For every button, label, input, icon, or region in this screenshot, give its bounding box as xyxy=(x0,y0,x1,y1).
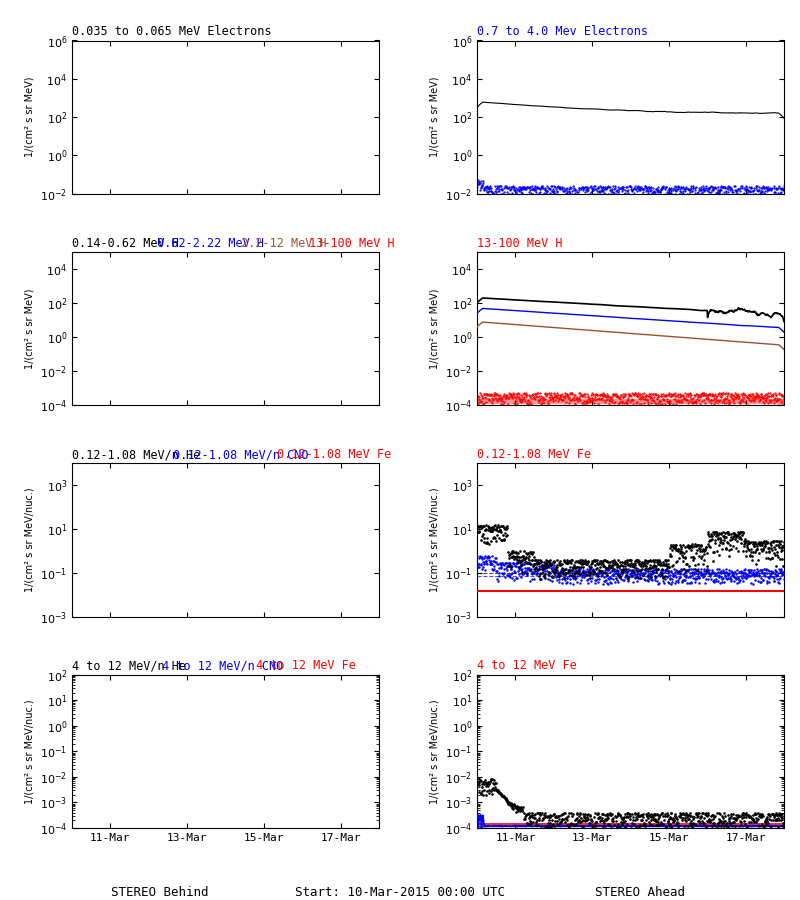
Y-axis label: 1/(cm² s sr MeV/nuc.): 1/(cm² s sr MeV/nuc.) xyxy=(25,488,34,592)
Y-axis label: 1/(cm² s sr MeV): 1/(cm² s sr MeV) xyxy=(25,76,34,158)
Text: 4 to 12 MeV Fe: 4 to 12 MeV Fe xyxy=(250,660,356,672)
Text: STEREO Ahead: STEREO Ahead xyxy=(595,886,685,898)
Text: 13-100 MeV H: 13-100 MeV H xyxy=(302,237,394,249)
Y-axis label: 1/(cm² s sr MeV/nuc.): 1/(cm² s sr MeV/nuc.) xyxy=(24,699,34,804)
Text: 4 to 12 MeV/n He: 4 to 12 MeV/n He xyxy=(72,660,186,672)
Y-axis label: 1/(cm² s sr MeV/nuc.): 1/(cm² s sr MeV/nuc.) xyxy=(430,488,440,592)
Text: 0.12-1.08 MeV/n CNO: 0.12-1.08 MeV/n CNO xyxy=(166,448,309,461)
Text: 0.62-2.22 MeV H: 0.62-2.22 MeV H xyxy=(150,237,264,249)
Text: 4 to 12 MeV Fe: 4 to 12 MeV Fe xyxy=(477,660,577,672)
Text: 0.14-0.62 MeV H: 0.14-0.62 MeV H xyxy=(72,237,179,249)
Y-axis label: 1/(cm² s sr MeV): 1/(cm² s sr MeV) xyxy=(24,288,34,369)
Y-axis label: 1/(cm² s sr MeV/nuc.): 1/(cm² s sr MeV/nuc.) xyxy=(430,699,439,804)
Text: 0.12-1.08 MeV Fe: 0.12-1.08 MeV Fe xyxy=(477,448,591,461)
Text: 0.7 to 4.0 Mev Electrons: 0.7 to 4.0 Mev Electrons xyxy=(477,25,648,38)
Text: 0.12-1.08 MeV Fe: 0.12-1.08 MeV Fe xyxy=(270,448,391,461)
Text: STEREO Behind: STEREO Behind xyxy=(111,886,209,898)
Text: 0.035 to 0.065 MeV Electrons: 0.035 to 0.065 MeV Electrons xyxy=(72,25,271,38)
Text: 13-100 MeV H: 13-100 MeV H xyxy=(477,237,562,249)
Text: 2.2-12 MeV H: 2.2-12 MeV H xyxy=(234,237,326,249)
Y-axis label: 1/(cm² s sr MeV): 1/(cm² s sr MeV) xyxy=(430,76,440,158)
Text: 0.12-1.08 MeV/n He: 0.12-1.08 MeV/n He xyxy=(72,448,200,461)
Y-axis label: 1/(cm² s sr MeV): 1/(cm² s sr MeV) xyxy=(430,288,439,369)
Text: 4 to 12 MeV/n CNO: 4 to 12 MeV/n CNO xyxy=(155,660,284,672)
Text: Start: 10-Mar-2015 00:00 UTC: Start: 10-Mar-2015 00:00 UTC xyxy=(295,886,505,898)
